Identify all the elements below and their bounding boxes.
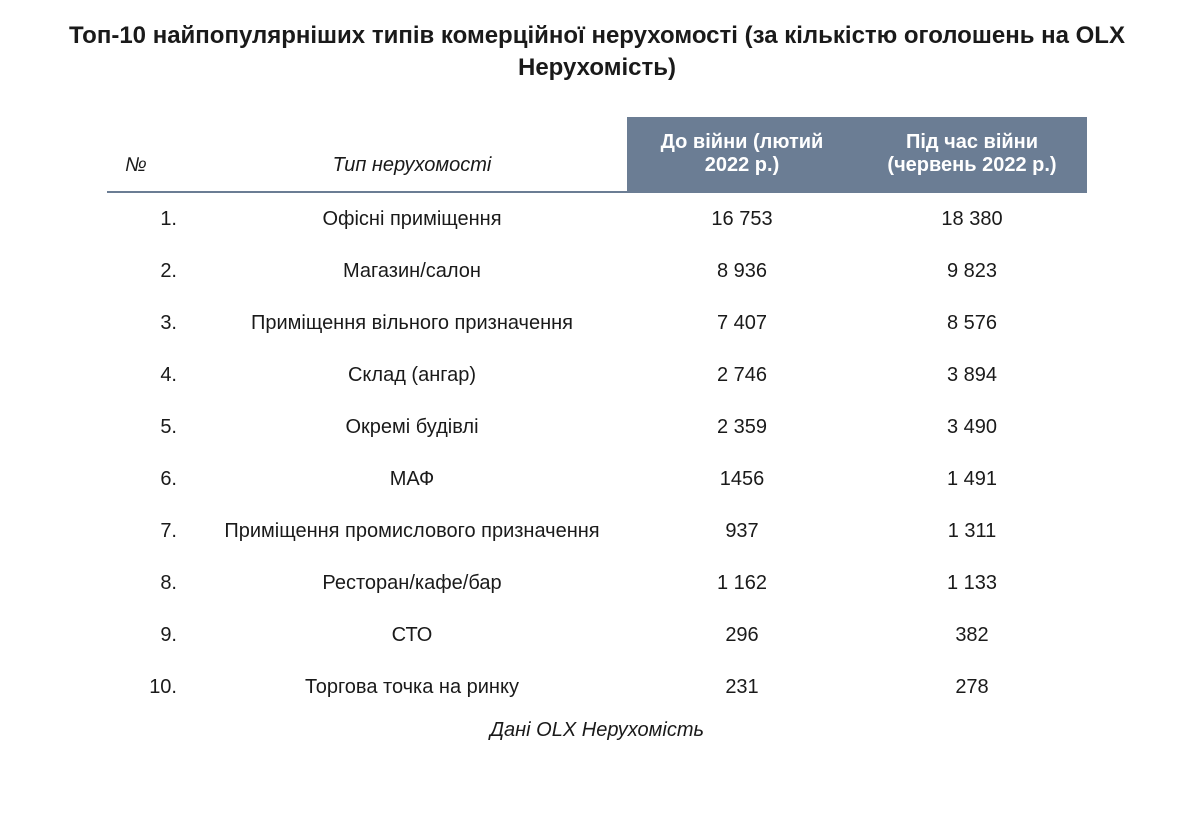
col-header-during: Під час війни (червень 2022 р.)	[857, 117, 1087, 192]
cell-type: МАФ	[197, 453, 627, 505]
table-row: 6. МАФ 1456 1 491	[107, 453, 1087, 505]
cell-during: 3 490	[857, 401, 1087, 453]
table-row: 4. Склад (ангар) 2 746 3 894	[107, 349, 1087, 401]
table-container: № Тип нерухомості До війни (лютий 2022 р…	[107, 117, 1087, 742]
table-row: 10. Торгова точка на ринку 231 278	[107, 661, 1087, 713]
cell-before: 937	[627, 505, 857, 557]
cell-before: 8 936	[627, 245, 857, 297]
table-row: 8. Ресторан/кафе/бар 1 162 1 133	[107, 557, 1087, 609]
cell-during: 8 576	[857, 297, 1087, 349]
cell-type: Окремі будівлі	[197, 401, 627, 453]
cell-num: 8.	[107, 557, 197, 609]
table-row: 5. Окремі будівлі 2 359 3 490	[107, 401, 1087, 453]
cell-type: Склад (ангар)	[197, 349, 627, 401]
cell-num: 3.	[107, 297, 197, 349]
cell-during: 1 491	[857, 453, 1087, 505]
cell-during: 18 380	[857, 192, 1087, 245]
cell-before: 2 746	[627, 349, 857, 401]
cell-num: 2.	[107, 245, 197, 297]
col-header-type: Тип нерухомості	[197, 117, 627, 192]
data-table: № Тип нерухомості До війни (лютий 2022 р…	[107, 117, 1087, 713]
cell-during: 1 311	[857, 505, 1087, 557]
cell-type: СТО	[197, 609, 627, 661]
cell-before: 16 753	[627, 192, 857, 245]
cell-during: 382	[857, 609, 1087, 661]
table-row: 1. Офісні приміщення 16 753 18 380	[107, 192, 1087, 245]
cell-before: 7 407	[627, 297, 857, 349]
cell-before: 231	[627, 661, 857, 713]
cell-before: 296	[627, 609, 857, 661]
cell-type: Офісні приміщення	[197, 192, 627, 245]
cell-type: Магазин/салон	[197, 245, 627, 297]
table-body: 1. Офісні приміщення 16 753 18 380 2. Ма…	[107, 192, 1087, 713]
cell-num: 9.	[107, 609, 197, 661]
cell-before: 1 162	[627, 557, 857, 609]
cell-type: Ресторан/кафе/бар	[197, 557, 627, 609]
cell-num: 7.	[107, 505, 197, 557]
cell-during: 1 133	[857, 557, 1087, 609]
table-row: 7. Приміщення промислового призначення 9…	[107, 505, 1087, 557]
cell-before: 1456	[627, 453, 857, 505]
col-header-before: До війни (лютий 2022 р.)	[627, 117, 857, 192]
cell-type: Приміщення вільного призначення	[197, 297, 627, 349]
cell-num: 6.	[107, 453, 197, 505]
table-caption: Дані OLX Нерухомість	[107, 719, 1087, 742]
cell-num: 1.	[107, 192, 197, 245]
cell-during: 9 823	[857, 245, 1087, 297]
table-row: 3. Приміщення вільного призначення 7 407…	[107, 297, 1087, 349]
table-row: 2. Магазин/салон 8 936 9 823	[107, 245, 1087, 297]
col-header-num: №	[107, 117, 197, 192]
cell-before: 2 359	[627, 401, 857, 453]
cell-num: 10.	[107, 661, 197, 713]
cell-during: 278	[857, 661, 1087, 713]
cell-num: 5.	[107, 401, 197, 453]
cell-type: Приміщення промислового призначення	[197, 505, 627, 557]
page-title: Топ-10 найпопулярніших типів комерційної…	[67, 20, 1127, 85]
cell-type: Торгова точка на ринку	[197, 661, 627, 713]
table-header-row: № Тип нерухомості До війни (лютий 2022 р…	[107, 117, 1087, 192]
cell-during: 3 894	[857, 349, 1087, 401]
table-row: 9. СТО 296 382	[107, 609, 1087, 661]
cell-num: 4.	[107, 349, 197, 401]
